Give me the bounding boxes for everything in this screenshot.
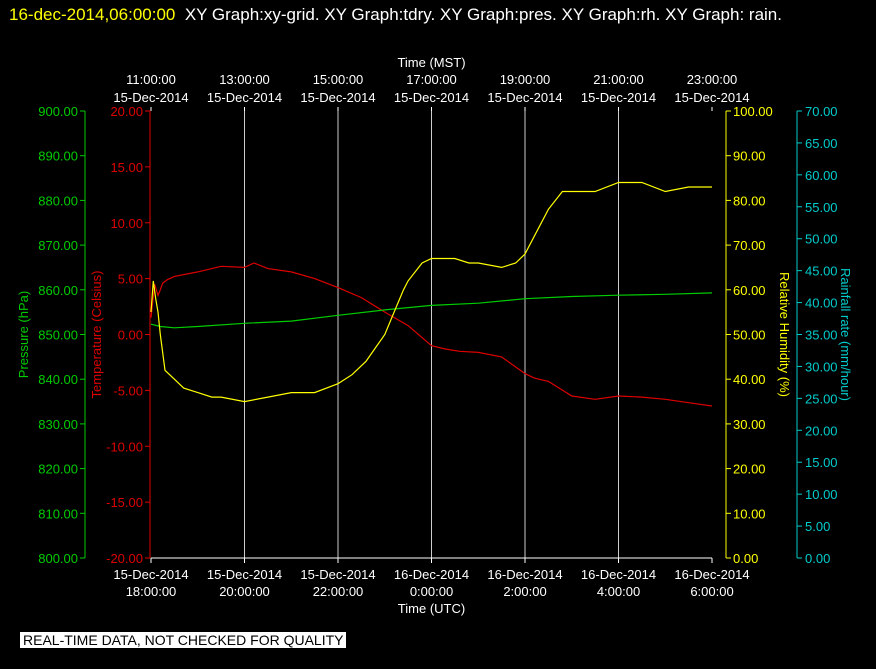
x-tick-label-date: 16-Dec-2014 xyxy=(394,567,469,582)
graph-titles: XY Graph:xy-grid. XY Graph:tdry. XY Grap… xyxy=(184,5,782,24)
rain-tick-label: 0.00 xyxy=(805,551,830,566)
x-tick-label-time: 18:00:00 xyxy=(126,584,177,599)
humidity-tick-label: 0.00 xyxy=(733,551,758,566)
rain-tick-label: 20.00 xyxy=(805,423,838,438)
chart-header: 16-dec-2014,06:00:00 XY Graph:xy-grid. X… xyxy=(9,2,869,28)
x-tick-label-date: 16-Dec-2014 xyxy=(674,567,749,582)
temperature-tick-label: 20.00 xyxy=(110,104,143,119)
temperature-tick-label: -10.00 xyxy=(106,439,143,454)
top-tick-label-time: 21:00:00 xyxy=(593,72,644,87)
humidity-tick-label: 40.00 xyxy=(733,372,766,387)
top-tick-label-time: 19:00:00 xyxy=(500,72,551,87)
top-tick-label-date: 15-Dec-2014 xyxy=(581,90,656,105)
rain-tick-label: 35.00 xyxy=(805,328,838,343)
humidity-tick-label: 10.00 xyxy=(733,506,766,521)
series-line-tdry xyxy=(150,262,713,407)
rain-tick-label: 5.00 xyxy=(805,519,830,534)
pressure-tick-label: 800.00 xyxy=(38,551,78,566)
x-axis-title-mst: Time (MST) xyxy=(397,55,465,70)
top-tick-label-date: 15-Dec-2014 xyxy=(113,90,188,105)
pressure-tick-label: 810.00 xyxy=(38,506,78,521)
top-tick-label-date: 15-Dec-2014 xyxy=(207,90,282,105)
rain-tick-label: 40.00 xyxy=(805,296,838,311)
rain-tick-label: 30.00 xyxy=(805,359,838,374)
humidity-tick-label: 50.00 xyxy=(733,328,766,343)
pressure-tick-label: 890.00 xyxy=(38,149,78,164)
top-tick-label-date: 15-Dec-2014 xyxy=(487,90,562,105)
x-tick-label-date: 15-Dec-2014 xyxy=(113,567,188,582)
rain-tick-label: 10.00 xyxy=(805,487,838,502)
pressure-tick-label: 880.00 xyxy=(38,193,78,208)
rain-tick-label: 60.00 xyxy=(805,168,838,183)
series-line-pres xyxy=(150,292,713,329)
x-tick-label-time: 0:00:00 xyxy=(410,584,453,599)
humidity-tick-label: 30.00 xyxy=(733,417,766,432)
pressure-tick-label: 850.00 xyxy=(38,328,78,343)
temperature-tick-label: 10.00 xyxy=(110,216,143,231)
rain-tick-label: 45.00 xyxy=(805,264,838,279)
pressure-tick-label: 830.00 xyxy=(38,417,78,432)
rain-tick-label: 25.00 xyxy=(805,391,838,406)
rain-tick-label: 50.00 xyxy=(805,232,838,247)
rain-tick-label: 65.00 xyxy=(805,136,838,151)
humidity-axis-title: Relative Humidity (%) xyxy=(777,272,792,397)
humidity-tick-label: 90.00 xyxy=(733,149,766,164)
rain-tick-label: 55.00 xyxy=(805,200,838,215)
humidity-tick-label: 20.00 xyxy=(733,462,766,477)
top-tick-label-time: 15:00:00 xyxy=(313,72,364,87)
top-tick-label-date: 15-Dec-2014 xyxy=(300,90,375,105)
top-tick-label-date: 15-Dec-2014 xyxy=(394,90,469,105)
rain-axis-title: Rainfall rate (mm/hour) xyxy=(838,268,853,401)
top-tick-label-time: 11:00:00 xyxy=(126,72,176,87)
rain-tick-label: 70.00 xyxy=(805,104,838,119)
temperature-tick-label: -5.00 xyxy=(113,383,143,398)
x-tick-label-time: 2:00:00 xyxy=(503,584,546,599)
top-tick-label-time: 17:00:00 xyxy=(406,72,457,87)
pressure-axis-title: Pressure (hPa) xyxy=(16,291,31,378)
humidity-tick-label: 70.00 xyxy=(733,238,766,253)
x-tick-label-time: 6:00:00 xyxy=(690,584,733,599)
x-tick-label-time: 4:00:00 xyxy=(597,584,640,599)
x-tick-label-date: 16-Dec-2014 xyxy=(487,567,562,582)
timestamp: 16-dec-2014,06:00:00 xyxy=(9,5,176,24)
humidity-tick-label: 60.00 xyxy=(733,283,766,298)
temperature-tick-label: 5.00 xyxy=(118,272,143,287)
temperature-axis-title: Temperature (Celsius) xyxy=(89,271,104,399)
pressure-tick-label: 820.00 xyxy=(38,462,78,477)
temperature-tick-label: 0.00 xyxy=(118,328,143,343)
x-axis-title-utc: Time (UTC) xyxy=(398,601,465,616)
pressure-tick-label: 840.00 xyxy=(38,372,78,387)
series-line-rh xyxy=(150,181,712,403)
pressure-tick-label: 900.00 xyxy=(38,104,78,119)
top-tick-label-time: 13:00:00 xyxy=(219,72,270,87)
quality-note: REAL-TIME DATA, NOT CHECKED FOR QUALITY xyxy=(20,632,347,648)
temperature-tick-label: 15.00 xyxy=(110,160,143,175)
top-tick-label-date: 15-Dec-2014 xyxy=(674,90,749,105)
humidity-tick-label: 80.00 xyxy=(733,193,766,208)
rain-tick-label: 15.00 xyxy=(805,455,838,470)
temperature-tick-label: -15.00 xyxy=(106,495,143,510)
x-tick-label-date: 15-Dec-2014 xyxy=(207,567,282,582)
temperature-tick-label: -20.00 xyxy=(106,551,143,566)
pressure-tick-label: 860.00 xyxy=(38,283,78,298)
x-tick-label-date: 15-Dec-2014 xyxy=(300,567,375,582)
x-tick-label-date: 16-Dec-2014 xyxy=(581,567,656,582)
pressure-tick-label: 870.00 xyxy=(38,238,78,253)
x-tick-label-time: 20:00:00 xyxy=(219,584,270,599)
x-tick-label-time: 22:00:00 xyxy=(313,584,364,599)
top-tick-label-time: 23:00:00 xyxy=(687,72,738,87)
humidity-tick-label: 100.00 xyxy=(733,104,773,119)
